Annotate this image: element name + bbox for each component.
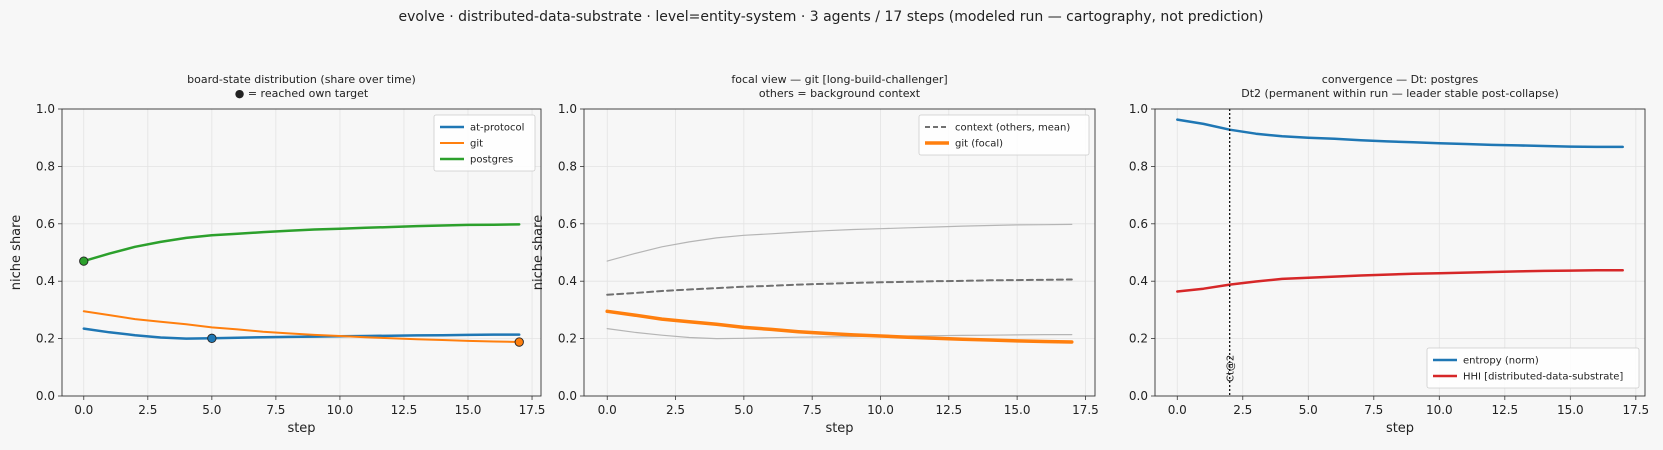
y-tick-label: 0.2 — [36, 332, 55, 346]
x-tick-label: 5.0 — [734, 403, 753, 417]
legend-label: HHI [distributed-data-substrate] — [1463, 372, 1623, 383]
y-tick-label: 0.2 — [558, 332, 577, 346]
y-tick-label: 0.0 — [36, 389, 55, 403]
y-tick-label: 0.0 — [1129, 389, 1148, 403]
x-tick-label: 0.0 — [1168, 403, 1187, 417]
x-tick-label: 17.5 — [1622, 403, 1649, 417]
legend-label: entropy (norm) — [1463, 356, 1539, 367]
x-tick-label: 10.0 — [327, 403, 354, 417]
y-tick-label: 0.4 — [558, 274, 577, 288]
y-tick-label: 0.6 — [558, 217, 577, 231]
x-tick-label: 5.0 — [202, 403, 221, 417]
legend-label: postgres — [470, 155, 513, 166]
x-tick-label: 12.5 — [391, 403, 418, 417]
series-line-context-others-mean- — [606, 278, 1073, 296]
x-tick-label: 0.0 — [598, 403, 617, 417]
suptitle: evolve · distributed-data-substrate · le… — [399, 9, 1264, 25]
panel-title: Dt2 (permanent within run — leader stabl… — [1241, 87, 1559, 100]
x-tick-label: 10.0 — [1426, 403, 1453, 417]
series-line-at-protocol — [82, 327, 521, 340]
convergence-vline-label: Ct@2 — [1226, 355, 1237, 382]
series-line-postgres — [82, 223, 521, 263]
y-tick-label: 0.8 — [36, 159, 55, 173]
x-tick-label: 7.5 — [266, 403, 285, 417]
x-tick-label: 15.0 — [1004, 403, 1031, 417]
y-tick-label: 0.6 — [36, 217, 55, 231]
y-tick-label: 0.8 — [1129, 159, 1148, 173]
y-axis-label: niche share — [9, 215, 24, 290]
legend-label: context (others, mean) — [955, 123, 1070, 134]
x-tick-label: 5.0 — [1299, 403, 1318, 417]
x-tick-label: 15.0 — [455, 403, 482, 417]
panel-2: 0.0 0.2 0.4 0.6 0.8 1.0 0.0 2.5 5.0 7.5 10.0 12.5 15… — [531, 73, 1099, 436]
target-marker — [514, 337, 524, 347]
series-line-git — [82, 310, 521, 343]
x-tick-label: 2.5 — [138, 403, 157, 417]
y-tick-label: 0.4 — [36, 274, 55, 288]
legend-label: git — [470, 139, 483, 150]
legend-label: at-protocol — [470, 123, 524, 134]
legend-label: git (focal) — [955, 139, 1003, 150]
y-tick-label: 1.0 — [1129, 102, 1148, 116]
legend-box — [918, 114, 1090, 156]
panel-title: convergence — Dt: postgres — [1322, 73, 1479, 86]
y-tick-label: 1.0 — [36, 102, 55, 116]
panel-title: board-state distribution (share over tim… — [187, 73, 416, 86]
y-tick-label: 0.2 — [1129, 332, 1148, 346]
series-line-git-focal- — [605, 309, 1074, 344]
axes-frame — [1154, 108, 1646, 397]
legend: entropy (norm) HHI [distributed-data-subs… — [1426, 347, 1640, 389]
legend: context (others, mean) git (focal) — [918, 114, 1090, 156]
legend-box — [433, 114, 536, 172]
axes-frame — [61, 108, 542, 397]
x-axis-label: step — [1386, 421, 1414, 436]
x-tick-label: 12.5 — [1491, 403, 1518, 417]
y-tick-label: 0.8 — [558, 159, 577, 173]
x-tick-label: 2.5 — [1233, 403, 1252, 417]
x-axis-label: step — [825, 421, 853, 436]
y-tick-label: 0.4 — [1129, 274, 1148, 288]
panel-title: ● = reached own target — [235, 87, 369, 100]
legend-box — [1426, 347, 1640, 389]
panel-1: 0.0 0.2 0.4 0.6 0.8 1.0 0.0 2.5 5.0 7.5 10.0 12.5 15… — [9, 73, 545, 436]
x-tick-label: 2.5 — [666, 403, 685, 417]
y-tick-label: 1.0 — [558, 102, 577, 116]
y-tick-label: 0.6 — [1129, 217, 1148, 231]
panel-title: others = background context — [759, 87, 921, 100]
x-tick-label: 17.5 — [519, 403, 546, 417]
panel-title: focal view — git [long-build-challenger] — [731, 73, 947, 86]
series-line-hhi-distributed-data-substrate- — [1176, 269, 1624, 293]
axes-frame — [583, 108, 1096, 397]
x-tick-label: 0.0 — [74, 403, 93, 417]
x-tick-label: 17.5 — [1072, 403, 1099, 417]
legend: at-protocol git postgres — [433, 114, 536, 172]
series-line-context-0 — [606, 223, 1073, 262]
target-marker — [207, 333, 217, 343]
x-axis-label: step — [287, 421, 315, 436]
panel-3: 0.0 0.2 0.4 0.6 0.8 1.0 0.0 2.5 5.0 7.5 10.0 12.5 15… — [1129, 73, 1649, 436]
target-marker — [79, 256, 89, 266]
x-tick-label: 7.5 — [803, 403, 822, 417]
plot-area — [584, 109, 1095, 396]
series-line-entropy-norm- — [1176, 118, 1624, 149]
x-tick-label: 12.5 — [935, 403, 962, 417]
x-tick-label: 10.0 — [867, 403, 894, 417]
x-tick-label: 7.5 — [1364, 403, 1383, 417]
y-axis-label: niche share — [531, 215, 546, 290]
y-tick-label: 0.0 — [558, 389, 577, 403]
x-tick-label: 15.0 — [1557, 403, 1584, 417]
series-line-context-1 — [606, 328, 1073, 340]
